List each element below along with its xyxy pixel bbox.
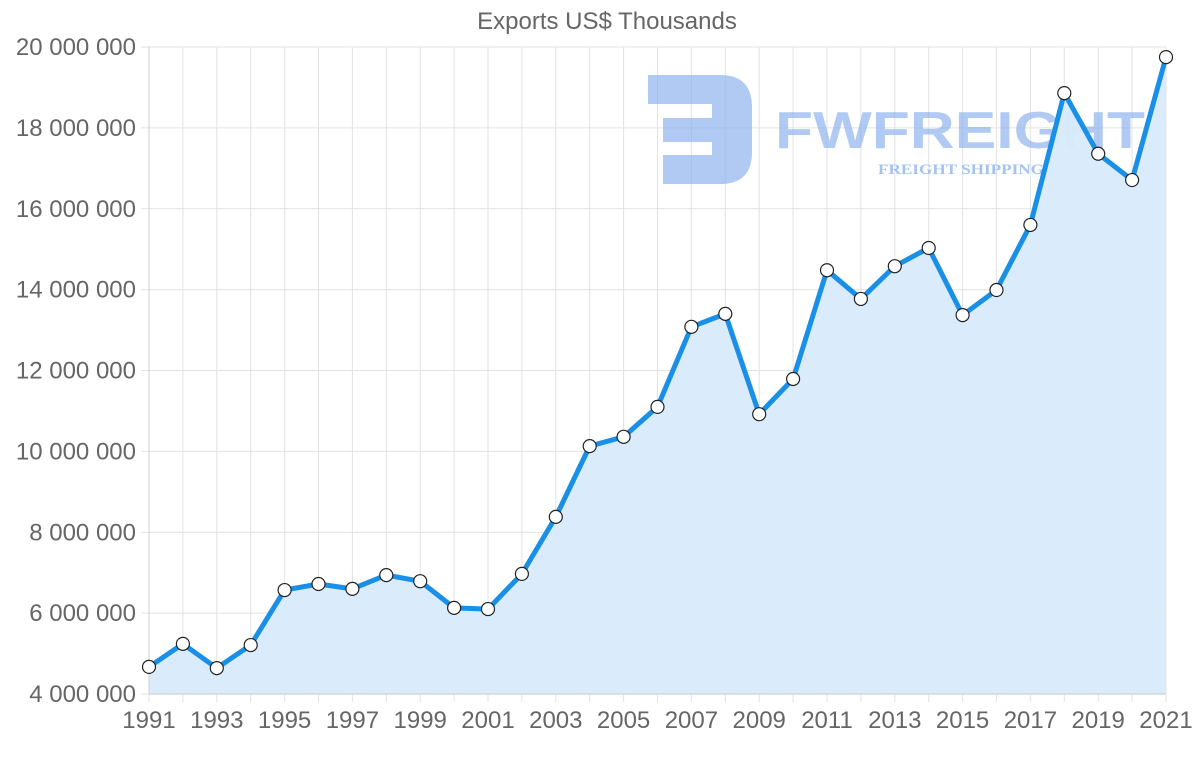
x-tick-label: 1995 <box>258 707 311 734</box>
data-point[interactable] <box>718 306 733 321</box>
x-tick-label: 1993 <box>190 707 243 734</box>
data-point[interactable] <box>243 637 258 653</box>
data-point[interactable] <box>1057 85 1072 101</box>
x-tick-label: 2003 <box>529 707 582 734</box>
area-fill <box>149 57 1166 694</box>
x-tick-label: 2007 <box>665 707 718 734</box>
x-tick-label: 1999 <box>394 707 447 734</box>
y-tick-label: 12 000 000 <box>16 358 136 385</box>
data-point[interactable] <box>209 661 224 676</box>
data-point[interactable] <box>1158 50 1174 65</box>
axes <box>148 47 1166 695</box>
data-point[interactable] <box>413 574 428 589</box>
area-fill-path <box>149 57 1166 694</box>
x-tick-label: 2015 <box>936 707 989 734</box>
y-tick-label: 8 000 000 <box>29 519 136 546</box>
data-point[interactable] <box>650 399 665 414</box>
y-tick-label: 4 000 000 <box>29 681 136 708</box>
data-point[interactable] <box>514 566 530 582</box>
data-point[interactable] <box>141 659 157 675</box>
data-point[interactable] <box>1091 146 1106 161</box>
x-tick-label: 2021 <box>1139 707 1192 734</box>
logo-mark-icon <box>648 75 752 184</box>
y-tick-label: 16 000 000 <box>16 196 136 223</box>
x-tick-label: 2013 <box>868 707 921 734</box>
y-tick-label: 10 000 000 <box>16 438 136 465</box>
x-tick-label: 1991 <box>122 707 175 734</box>
watermark-tagline: FREIGHT SHIPPING <box>878 162 1044 178</box>
data-point[interactable] <box>989 282 1004 298</box>
data-point[interactable] <box>921 240 936 256</box>
chart-title: Exports US$ Thousands <box>477 8 737 35</box>
data-point[interactable] <box>379 568 394 583</box>
data-point[interactable] <box>277 582 292 598</box>
y-tick-label: 6 000 000 <box>29 600 136 627</box>
y-tick-label: 14 000 000 <box>16 277 136 304</box>
data-point[interactable] <box>785 371 801 387</box>
x-tick-label: 2009 <box>733 707 786 734</box>
x-axis-ticks: 1991 1993 1995 1997 1999 2001 2003 2005 2007 2009… <box>122 707 1192 734</box>
data-points <box>141 50 1174 676</box>
y-tick-label: 20 000 000 <box>16 34 136 61</box>
x-tick-label: 2019 <box>1072 707 1125 734</box>
data-point[interactable] <box>582 439 597 454</box>
data-point[interactable] <box>955 308 970 323</box>
data-point[interactable] <box>345 581 360 596</box>
x-tick-label: 2017 <box>1004 707 1057 734</box>
data-point[interactable] <box>887 259 902 274</box>
data-point[interactable] <box>819 263 835 278</box>
data-point[interactable] <box>853 291 869 307</box>
data-point[interactable] <box>311 576 326 592</box>
x-tick-label: 2001 <box>461 707 514 734</box>
x-tick-label: 1997 <box>326 707 379 734</box>
x-tick-label: 2011 <box>801 707 853 734</box>
data-point[interactable] <box>548 509 563 524</box>
data-point[interactable] <box>1124 172 1140 188</box>
data-point[interactable] <box>684 319 699 334</box>
data-point[interactable] <box>616 429 631 444</box>
data-point[interactable] <box>447 600 462 615</box>
x-tick-label: 2005 <box>597 707 650 734</box>
y-tick-label: 18 000 000 <box>16 115 136 142</box>
data-point[interactable] <box>1023 217 1038 233</box>
data-point[interactable] <box>175 636 190 651</box>
data-point[interactable] <box>752 407 767 422</box>
y-axis-ticks: 4 000 000 6 000 000 8 000 000 10 000 000 12 … <box>16 34 136 708</box>
data-point[interactable] <box>480 601 496 617</box>
